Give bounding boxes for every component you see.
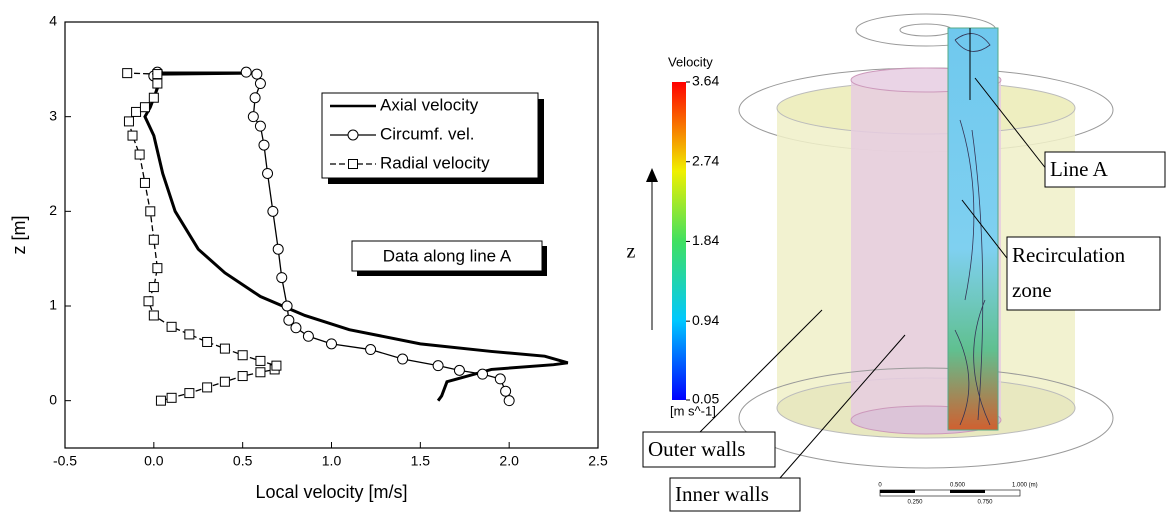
- marker: [256, 356, 265, 365]
- callout: Inner walls: [675, 482, 769, 506]
- marker: [252, 69, 262, 79]
- marker: [250, 93, 260, 103]
- marker: [398, 354, 408, 364]
- marker: [366, 345, 376, 355]
- z-label: z: [627, 241, 636, 263]
- marker: [135, 150, 144, 159]
- y-tick-label: 2: [49, 202, 57, 218]
- colorbar-tick-label: 3.64: [692, 73, 719, 89]
- marker: [167, 393, 176, 402]
- marker: [153, 70, 162, 79]
- y-tick-label: 1: [49, 297, 57, 313]
- marker: [263, 168, 273, 178]
- x-tick-label: 0.5: [233, 453, 253, 469]
- page: {"chart_data": {"type": "line", "xlabel"…: [0, 0, 1175, 517]
- y-tick-label: 4: [49, 13, 57, 29]
- legend-marker: [349, 160, 358, 169]
- marker: [203, 383, 212, 392]
- scale-label: 0: [878, 483, 882, 489]
- x-tick-label: -0.5: [53, 453, 77, 469]
- marker: [167, 322, 176, 331]
- annotation: Data along line A: [383, 246, 512, 265]
- marker: [156, 396, 165, 405]
- marker: [149, 283, 158, 292]
- callout: Outer walls: [648, 437, 745, 461]
- marker: [203, 337, 212, 346]
- marker: [504, 396, 514, 406]
- legend-label: Axial velocity: [380, 95, 479, 114]
- callout: Line A: [1050, 157, 1109, 181]
- marker: [153, 79, 162, 88]
- marker: [185, 389, 194, 398]
- marker: [284, 315, 294, 325]
- marker: [282, 301, 292, 311]
- marker: [495, 374, 505, 384]
- marker: [256, 368, 265, 377]
- marker: [140, 178, 149, 187]
- y-axis-label: z [m]: [9, 216, 29, 255]
- line-chart: -0.5 0.0 0.5 1.0 1.5 2.0 2.5 0 1 2 3 4 Local velocit…: [9, 13, 608, 502]
- colorbar: [672, 82, 686, 400]
- legend-label: Radial velocity: [380, 153, 490, 172]
- colorbar-tick-label: 0.94: [692, 312, 719, 328]
- marker: [220, 377, 229, 386]
- colorbar-tick-label: 1.84: [692, 232, 719, 248]
- marker: [255, 79, 265, 89]
- marker: [123, 69, 132, 78]
- marker: [153, 264, 162, 273]
- colorbar-tick-label: 0.05: [692, 391, 719, 407]
- marker: [238, 372, 247, 381]
- z-arrowhead: [646, 168, 658, 182]
- marker: [478, 369, 488, 379]
- marker: [272, 361, 281, 370]
- x-tick-label: 1.5: [411, 453, 431, 469]
- marker: [303, 331, 313, 341]
- marker: [241, 67, 251, 77]
- flow-strip: [948, 28, 998, 430]
- x-axis-label: Local velocity [m/s]: [255, 482, 407, 502]
- legend-label: Circumf. vel.: [380, 124, 474, 143]
- marker: [277, 273, 287, 283]
- marker: [259, 140, 269, 150]
- marker: [149, 235, 158, 244]
- x-tick-label: 2.5: [588, 453, 608, 469]
- marker: [149, 311, 158, 320]
- callout: Recirculation: [1012, 243, 1126, 267]
- x-tick-label: 0.0: [144, 453, 164, 469]
- x-tick-label: 2.0: [499, 453, 519, 469]
- scale-bar: [880, 490, 1020, 496]
- figure: -0.5 0.0 0.5 1.0 1.5 2.0 2.5 0 1 2 3 4 Local velocit…: [0, 0, 1175, 512]
- y-tick-label: 0: [49, 391, 57, 407]
- marker: [255, 121, 265, 131]
- legend-marker: [348, 130, 358, 140]
- marker: [140, 103, 149, 112]
- scale-label: 0.250: [907, 500, 923, 506]
- marker: [132, 107, 141, 116]
- callout: zone: [1012, 278, 1052, 302]
- scale-label: 1.000 (m): [1012, 483, 1038, 489]
- marker: [501, 386, 511, 396]
- colorbar-tick-label: 2.74: [692, 152, 719, 168]
- marker: [248, 112, 258, 122]
- marker: [146, 207, 155, 216]
- marker: [185, 330, 194, 339]
- scale-label: 0.500: [950, 483, 966, 489]
- marker: [454, 365, 464, 375]
- y-tick-label: 3: [49, 107, 57, 123]
- scale-label: 0.750: [977, 500, 993, 506]
- marker: [128, 131, 137, 140]
- x-tick-label: 1.0: [322, 453, 342, 469]
- marker: [124, 117, 133, 126]
- marker: [268, 206, 278, 216]
- marker: [149, 93, 158, 102]
- marker: [327, 339, 337, 349]
- plot-frame: [65, 22, 598, 448]
- marker: [220, 344, 229, 353]
- top-ring: [900, 24, 952, 36]
- marker: [273, 244, 283, 254]
- marker: [433, 361, 443, 371]
- colorbar-title: Velocity: [668, 54, 713, 69]
- marker: [144, 297, 153, 306]
- marker: [238, 351, 247, 360]
